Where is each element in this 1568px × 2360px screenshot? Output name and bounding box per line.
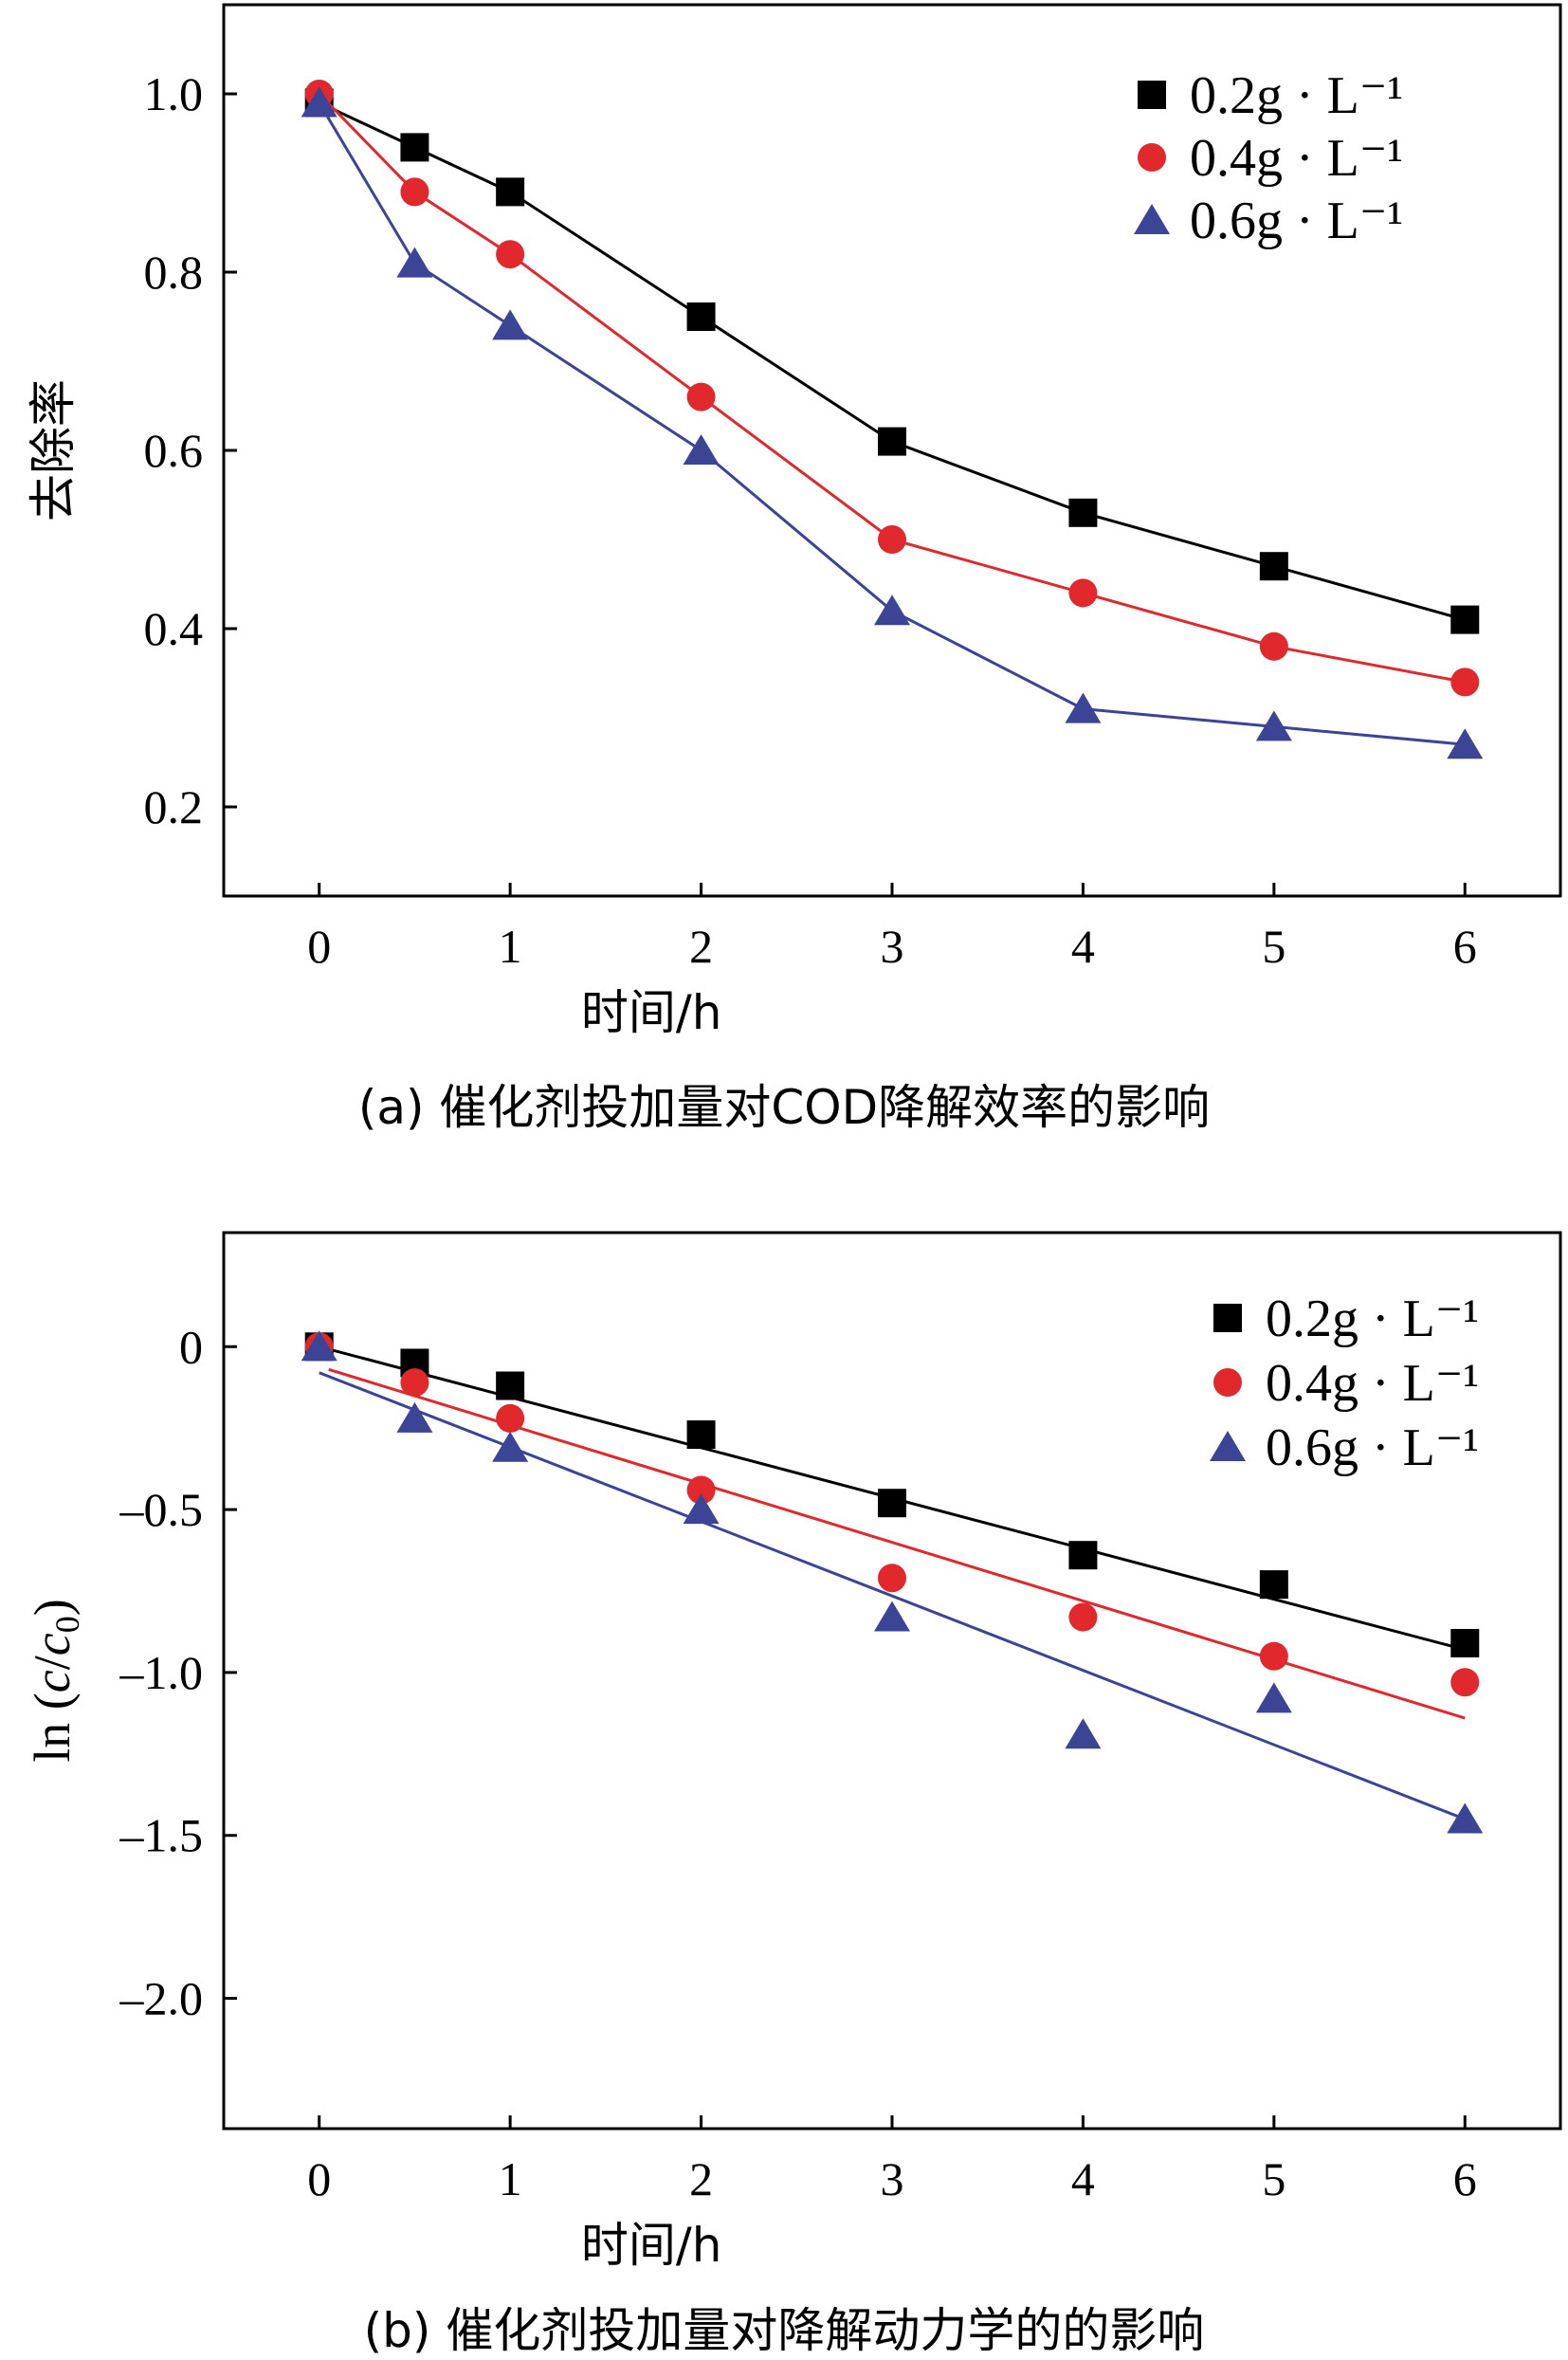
legend-label: 0.6g · L⁻¹ <box>1190 192 1403 250</box>
data-point <box>496 1371 525 1400</box>
legend-marker <box>1213 1304 1242 1332</box>
x-tick-label: 3 <box>881 920 904 973</box>
data-point <box>1447 1802 1484 1834</box>
data-point <box>301 86 337 118</box>
data-point <box>1450 1668 1480 1697</box>
y-tick-label: –2.0 <box>119 1972 204 2025</box>
data-point <box>1255 710 1292 741</box>
series-line <box>318 92 1466 684</box>
series-line <box>318 101 1466 746</box>
y-tick-label: 1.0 <box>144 67 204 120</box>
y-tick-label: –1.0 <box>119 1646 204 1699</box>
data-point <box>1068 578 1098 608</box>
y-axis-title: ln (c/c0) <box>24 1599 86 1762</box>
legend-label: 0.6g · L⁻¹ <box>1266 1418 1479 1477</box>
data-point <box>301 1330 337 1362</box>
data-point <box>686 1475 716 1505</box>
y-axis-title: 去除率 <box>26 379 81 521</box>
data-point <box>878 1489 906 1518</box>
legend-marker <box>1138 81 1166 109</box>
y-tick-label: 0 <box>179 1320 203 1373</box>
panel-a: 0 1 2 3 4 5 6 0.2 0.4 0.6 0.8 1.0 时间/h 去除率 (a) 催化剂投加量对… <box>26 3 1562 1135</box>
legend-label: 0.4g · L⁻¹ <box>1190 129 1403 188</box>
data-point <box>1450 1628 1480 1657</box>
series-3 <box>301 86 1484 759</box>
data-point <box>1255 1682 1292 1713</box>
legend-marker <box>1213 1368 1242 1397</box>
legend-marker <box>1134 204 1170 234</box>
data-point <box>1259 631 1288 661</box>
series-3 <box>301 1330 1484 1834</box>
data-point <box>874 1601 910 1632</box>
panel-b: 0 1 2 3 4 5 6 0 –0.5 –1.0 –1.5 –2.0 时间/h ln (c/c0) (b)… <box>24 1231 1562 2358</box>
y-tick-label: 0.2 <box>144 780 204 833</box>
data-point <box>1259 552 1288 581</box>
data-point <box>1259 1570 1288 1600</box>
y-tick-label: 0.4 <box>144 602 204 655</box>
data-point <box>874 595 910 626</box>
data-point <box>400 177 429 207</box>
data-point <box>400 133 429 162</box>
data-point <box>878 1564 906 1593</box>
x-axis-title: 时间/h <box>581 985 722 1040</box>
y-tick-label: 0.6 <box>144 424 204 477</box>
data-point <box>1068 1541 1098 1570</box>
x-tick-label: 5 <box>1262 2152 1285 2205</box>
legend-label: 0.2g · L⁻¹ <box>1190 66 1403 125</box>
data-point <box>683 434 720 465</box>
x-tick-label: 0 <box>307 920 331 973</box>
data-point <box>1068 498 1098 527</box>
x-tick-label: 3 <box>881 2152 904 2205</box>
data-point <box>686 1420 716 1450</box>
x-tick-label: 2 <box>689 920 713 973</box>
data-point <box>1447 728 1484 759</box>
data-point <box>683 1493 720 1525</box>
x-tick-label: 5 <box>1262 920 1285 973</box>
data-point <box>686 302 716 331</box>
data-point <box>492 309 529 340</box>
legend-label: 0.2g · L⁻¹ <box>1266 1290 1479 1348</box>
legend-marker <box>1138 143 1166 172</box>
data-point <box>396 247 433 278</box>
x-tick-label: 4 <box>1071 920 1095 973</box>
y-tick-label: –0.5 <box>119 1483 204 1536</box>
data-point <box>496 1403 525 1433</box>
data-point <box>1259 1641 1288 1671</box>
data-point <box>686 382 716 412</box>
y-tick-label: 0.8 <box>144 246 204 299</box>
series-2 <box>304 1332 1480 1720</box>
data-point <box>396 1401 433 1433</box>
data-point <box>1450 668 1480 697</box>
figure-caption: (a) 催化剂投加量对COD降解效率的影响 <box>358 1080 1210 1135</box>
x-tick-label: 4 <box>1071 2152 1095 2205</box>
data-point <box>1065 692 1102 723</box>
figure-caption: (b) 催化剂投加量对降解动力学的的影响 <box>364 2303 1205 2358</box>
legend-marker <box>1210 1431 1246 1461</box>
y-tick-label: –1.5 <box>119 1809 204 1862</box>
data-point <box>878 525 906 554</box>
data-point <box>492 1431 529 1462</box>
x-axis-title: 时间/h <box>581 2218 722 2273</box>
x-tick-label: 2 <box>689 2152 713 2205</box>
data-point <box>1068 1602 1098 1632</box>
x-tick-label: 0 <box>307 2152 331 2205</box>
x-tick-label: 1 <box>499 920 522 973</box>
data-point <box>1450 605 1480 634</box>
data-point <box>496 240 525 269</box>
series-line <box>319 101 1466 622</box>
legend-label: 0.4g · L⁻¹ <box>1266 1354 1479 1413</box>
data-point <box>1065 1718 1102 1749</box>
x-tick-label: 6 <box>1453 2152 1477 2205</box>
x-tick-label: 6 <box>1453 920 1477 973</box>
x-tick-label: 1 <box>499 2152 522 2205</box>
data-point <box>878 427 906 456</box>
data-point <box>400 1368 429 1398</box>
series-1 <box>304 88 1480 634</box>
data-point <box>496 177 525 207</box>
